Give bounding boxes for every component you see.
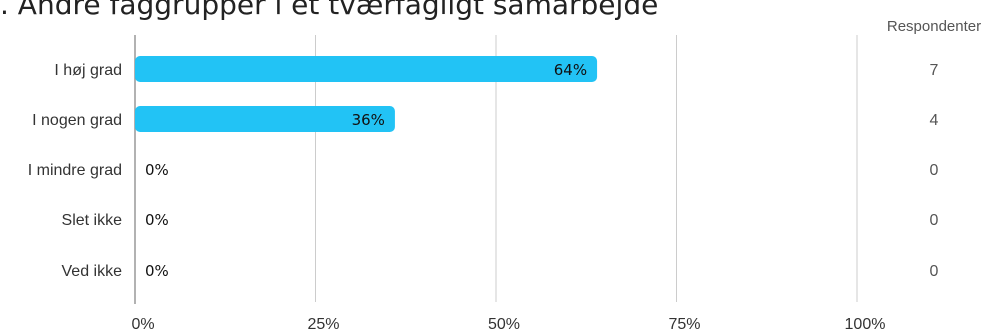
respondent-count: 0 (930, 162, 939, 179)
data-label: 64% (554, 61, 587, 79)
category-label: I mindre grad (28, 162, 122, 179)
respondents-header: Respondenter (887, 18, 981, 35)
bar (135, 106, 395, 132)
gridlines (134, 35, 858, 304)
x-tick-label: 75% (668, 316, 700, 333)
x-tick-label: 0% (131, 316, 154, 333)
respondents-column: 7 4 0 0 0 Respondenter (887, 18, 981, 280)
category-label: Slet ikke (62, 212, 123, 229)
category-labels: I høj grad I nogen grad I mindre grad Slet … (28, 62, 122, 280)
x-tick-label: 50% (488, 316, 520, 333)
category-label: I høj grad (54, 62, 122, 79)
bars (135, 56, 598, 132)
category-label: I nogen grad (32, 112, 122, 129)
data-label: 36% (352, 111, 385, 129)
respondent-count: 0 (930, 212, 939, 229)
data-label: 0% (145, 262, 169, 280)
data-labels: 64% 36% 0% 0% 0% (145, 61, 587, 280)
x-tick-label: 100% (845, 316, 886, 333)
respondent-count: 0 (930, 263, 939, 280)
x-tick-labels: 0% 25% 50% 75% 100% (131, 316, 885, 333)
bar (135, 56, 598, 82)
data-label: 0% (145, 211, 169, 229)
category-label: Ved ikke (62, 263, 123, 280)
x-tick-label: 25% (307, 316, 339, 333)
data-label: 0% (145, 161, 169, 179)
chart-title: . Andre faggrupper i et tværfagligt sama… (0, 0, 659, 21)
respondent-count: 7 (930, 62, 939, 79)
respondent-count: 4 (930, 112, 939, 129)
